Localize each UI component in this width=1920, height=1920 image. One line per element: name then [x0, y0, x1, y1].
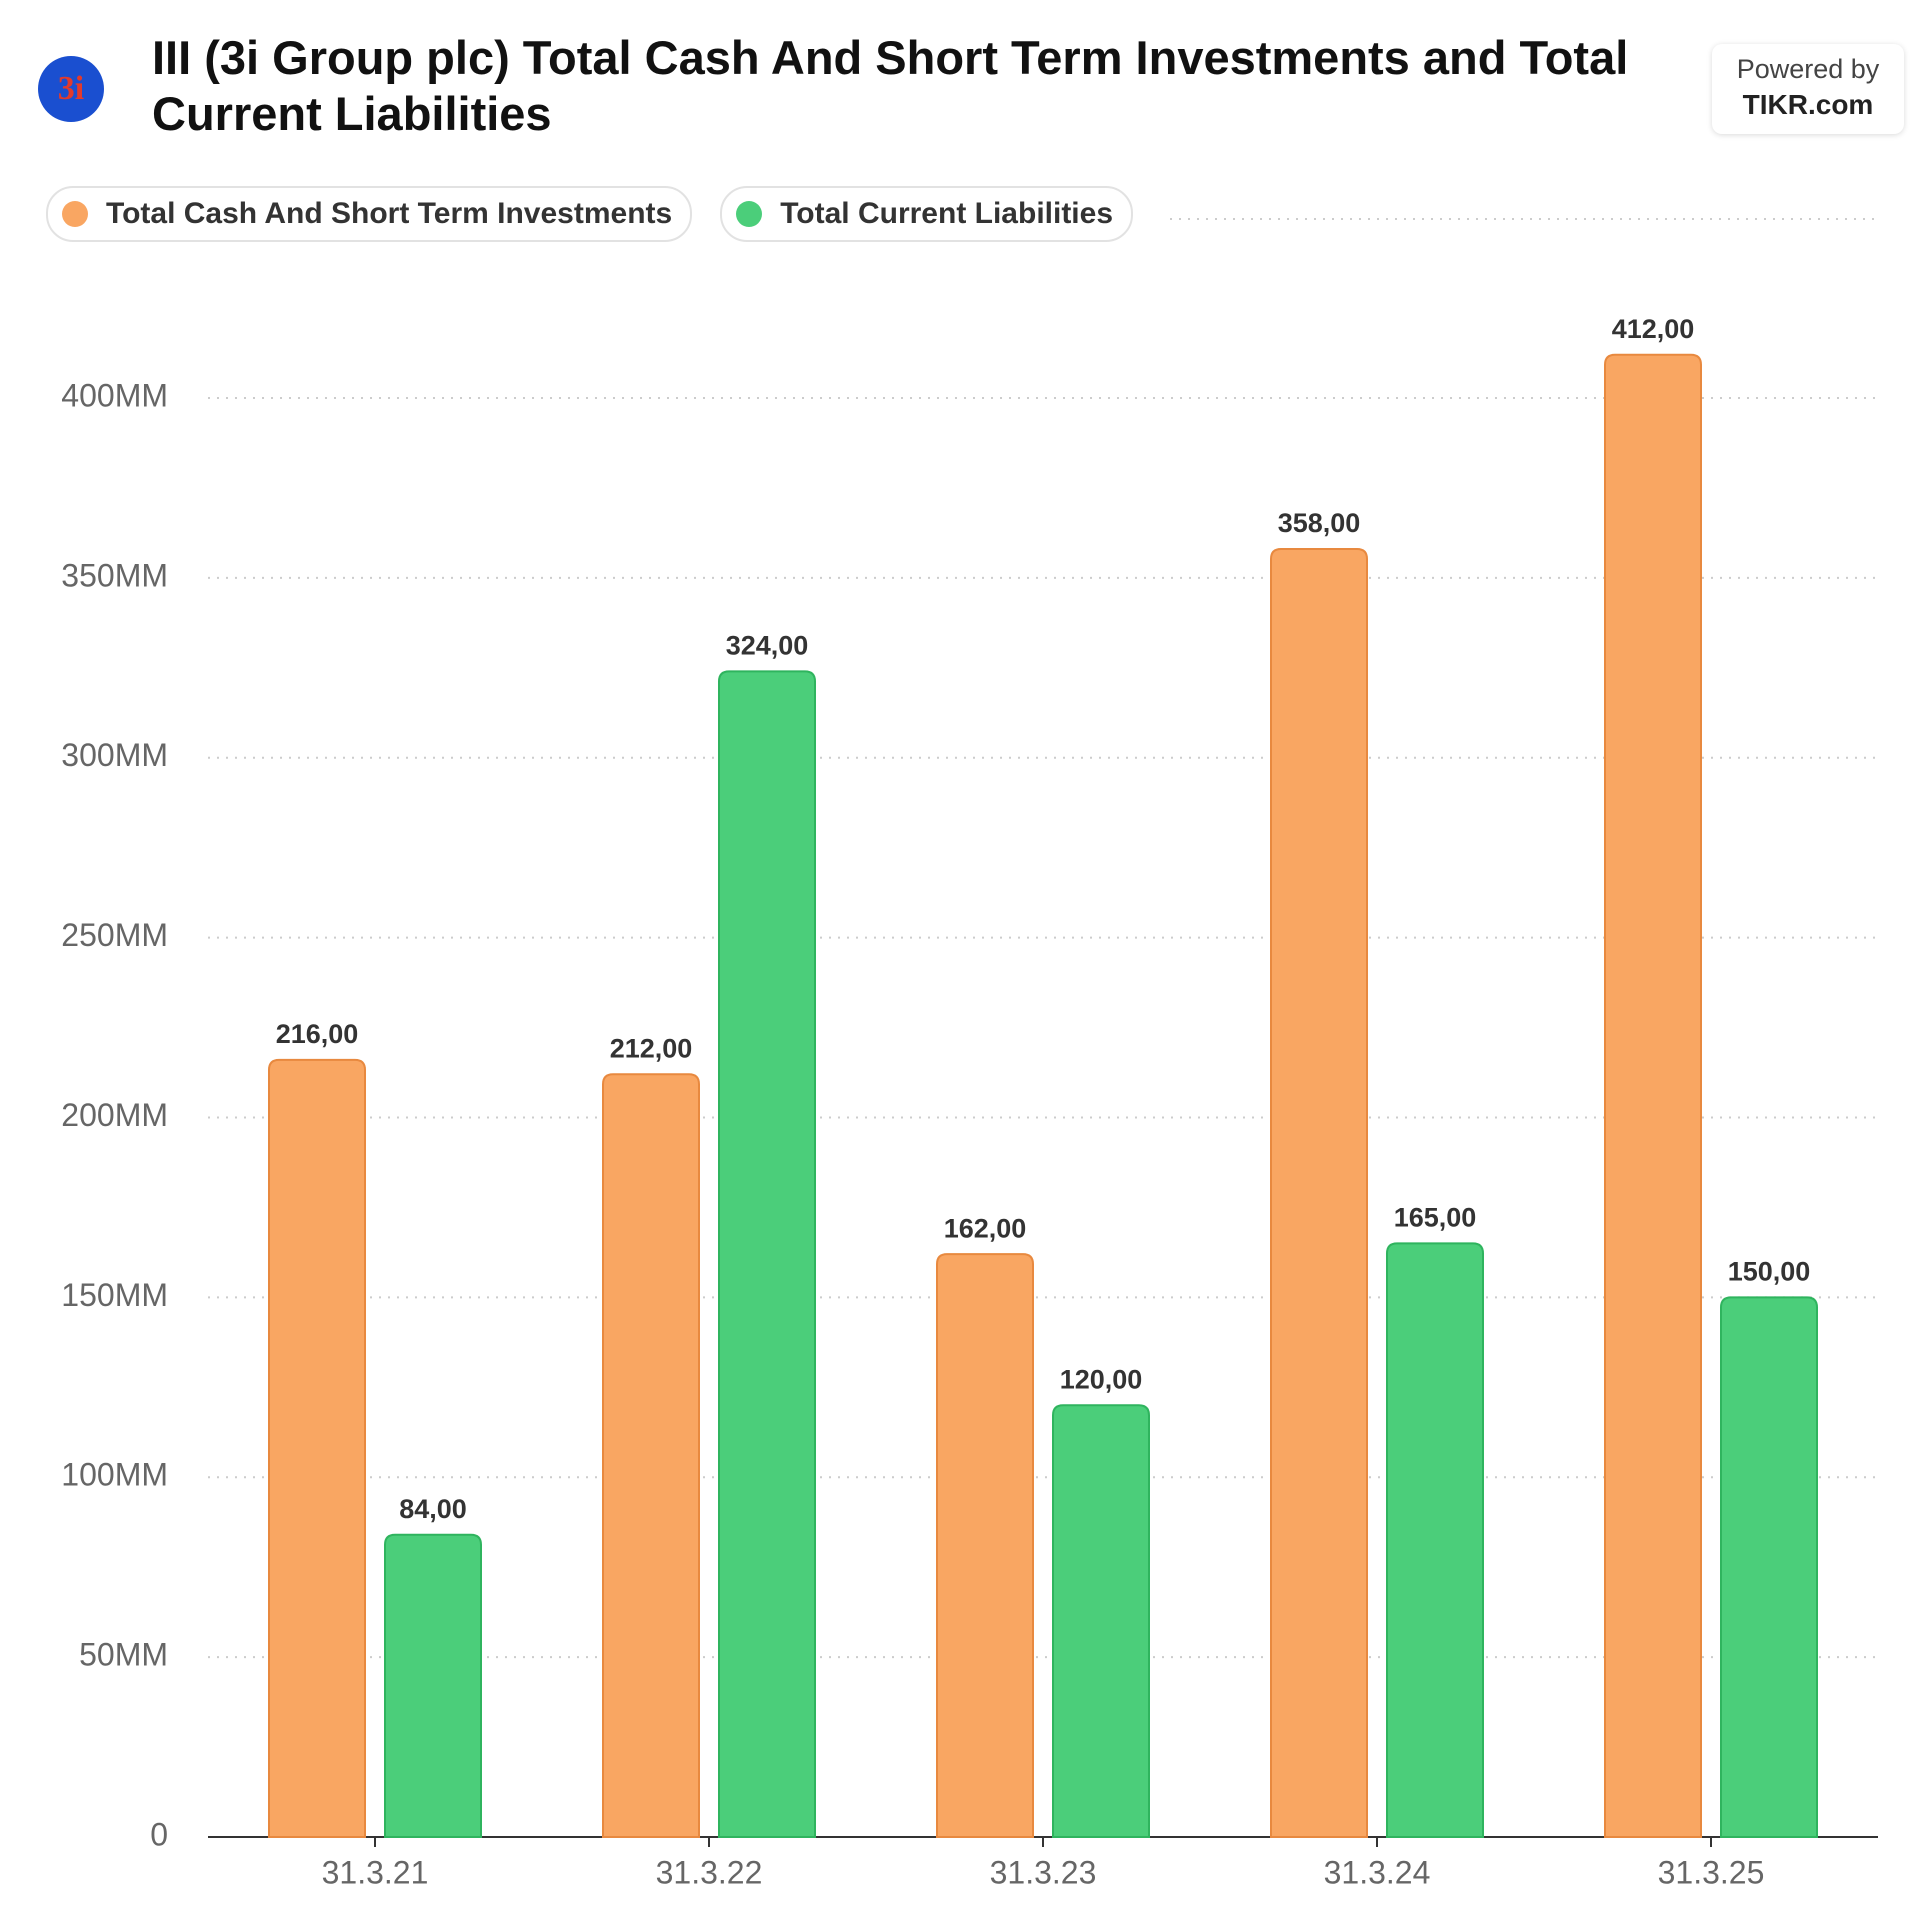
x-tick-label: 31.3.22	[656, 1854, 763, 1890]
legend-swatch	[62, 201, 88, 227]
value-label: 412,00	[1612, 314, 1695, 344]
powered-by: Powered by	[1736, 54, 1880, 84]
value-label: 162,00	[944, 1213, 1027, 1243]
bar	[1052, 1404, 1150, 1838]
y-tick-label: 150MM	[61, 1277, 168, 1313]
y-tick-label: 400MM	[61, 377, 168, 413]
y-tick-label: 250MM	[61, 917, 168, 953]
x-tick-label: 31.3.25	[1658, 1854, 1765, 1890]
value-label: 150,00	[1728, 1256, 1811, 1286]
bar	[936, 1253, 1034, 1838]
legend-swatch	[736, 201, 763, 227]
x-tick-label: 31.3.23	[990, 1854, 1097, 1890]
bar	[1270, 548, 1368, 1838]
bar	[602, 1073, 700, 1838]
value-label: 165,00	[1394, 1203, 1477, 1233]
bar	[1720, 1296, 1818, 1838]
bar	[384, 1533, 482, 1838]
value-label: 212,00	[610, 1033, 693, 1063]
branding: Powered by TIKR.com	[1712, 44, 1904, 134]
y-tick-label: 200MM	[61, 1097, 168, 1133]
y-tick-label: 100MM	[61, 1457, 168, 1493]
value-label: 358,00	[1278, 508, 1361, 538]
bar	[718, 670, 816, 1838]
y-tick-label: 350MM	[61, 557, 168, 593]
value-label: 324,00	[726, 630, 809, 660]
x-tick-label: 31.3.21	[322, 1854, 429, 1890]
logo: 3i	[38, 56, 104, 122]
value-label: 120,00	[1060, 1364, 1143, 1394]
site-name: TIKR.com	[1742, 89, 1874, 120]
value-label: 84,00	[399, 1494, 467, 1524]
legend-item[interactable]: Total Cash And Short Term Investments	[46, 186, 693, 242]
chart-title: III (3i Group plc) Total Cash And Short …	[152, 31, 1629, 140]
value-label: 216,00	[276, 1019, 359, 1049]
legend-label: Total Cash And Short Term Investments	[106, 197, 673, 230]
x-tick-label: 31.3.24	[1324, 1854, 1431, 1890]
legend-label: Total Current Liabilities	[780, 197, 1114, 230]
y-tick-label: 50MM	[79, 1637, 168, 1673]
bar	[1386, 1242, 1484, 1838]
legend: Total Cash And Short Term Investments Tot…	[46, 186, 1134, 242]
legend-item[interactable]: Total Current Liabilities	[720, 186, 1134, 242]
y-tick-label: 300MM	[61, 737, 168, 773]
bar	[1604, 353, 1702, 1838]
y-tick-label: 0	[150, 1816, 168, 1852]
bar	[268, 1058, 366, 1838]
